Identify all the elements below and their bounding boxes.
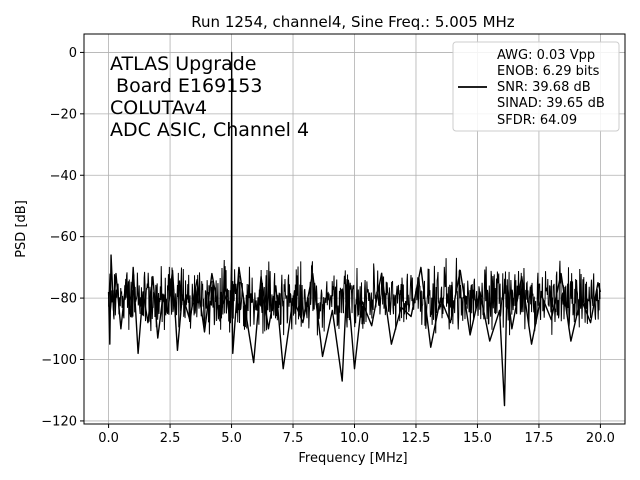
y-axis-label: PSD [dB] bbox=[14, 200, 29, 258]
legend-box bbox=[452, 41, 620, 132]
legend-snr: SNR: 39.68 dB bbox=[497, 80, 591, 95]
x-axis-ticks: 0.0 2.5 5.0 7.5 10.0 12.5 15.0 17.5 20.0 bbox=[98, 424, 615, 446]
y-tick-label: −60 bbox=[50, 230, 77, 245]
noise-floor bbox=[108, 257, 601, 336]
annotation-line-1: ATLAS Upgrade bbox=[110, 53, 256, 75]
x-tick-label: 0.0 bbox=[98, 431, 119, 446]
x-tick-label: 17.5 bbox=[524, 431, 553, 446]
x-axis-label: Frequency [MHz] bbox=[298, 451, 407, 466]
chart-title: Run 1254, channel4, Sine Freq.: 5.005 MH… bbox=[191, 13, 515, 31]
y-tick-label: −120 bbox=[41, 414, 77, 429]
annotation-line-4: ADC ASIC, Channel 4 bbox=[110, 119, 309, 141]
legend-sinad: SINAD: 39.65 dB bbox=[497, 96, 605, 111]
x-tick-label: 12.5 bbox=[402, 431, 431, 446]
y-tick-label: 0 bbox=[69, 46, 77, 61]
y-tick-label: −80 bbox=[50, 292, 77, 307]
annotation-line-3: COLUTAv4 bbox=[110, 97, 207, 119]
y-axis-ticks: 0 −20 −40 −60 −80 −100 −120 bbox=[41, 46, 84, 429]
x-tick-label: 20.0 bbox=[586, 431, 615, 446]
y-tick-label: −20 bbox=[50, 107, 77, 122]
legend-awg: AWG: 0.03 Vpp bbox=[497, 48, 595, 63]
x-tick-label: 15.0 bbox=[463, 431, 492, 446]
y-tick-label: −40 bbox=[50, 169, 77, 184]
x-tick-label: 2.5 bbox=[160, 431, 181, 446]
legend: AWG: 0.03 Vpp ENOB: 6.29 bits SNR: 39.68… bbox=[452, 41, 620, 132]
legend-sfdr: SFDR: 64.09 bbox=[497, 113, 577, 128]
legend-enob: ENOB: 6.29 bits bbox=[497, 64, 600, 79]
noise-floor-trace bbox=[108, 257, 601, 336]
y-tick-label: −100 bbox=[41, 353, 77, 368]
x-tick-label: 10.0 bbox=[340, 431, 369, 446]
x-tick-label: 5.0 bbox=[221, 431, 242, 446]
x-tick-label: 7.5 bbox=[283, 431, 304, 446]
psd-series-line bbox=[107, 51, 602, 407]
board-annotation: ATLAS Upgrade Board E169153 COLUTAv4 ADC… bbox=[110, 53, 309, 141]
annotation-line-2: Board E169153 bbox=[110, 75, 262, 97]
